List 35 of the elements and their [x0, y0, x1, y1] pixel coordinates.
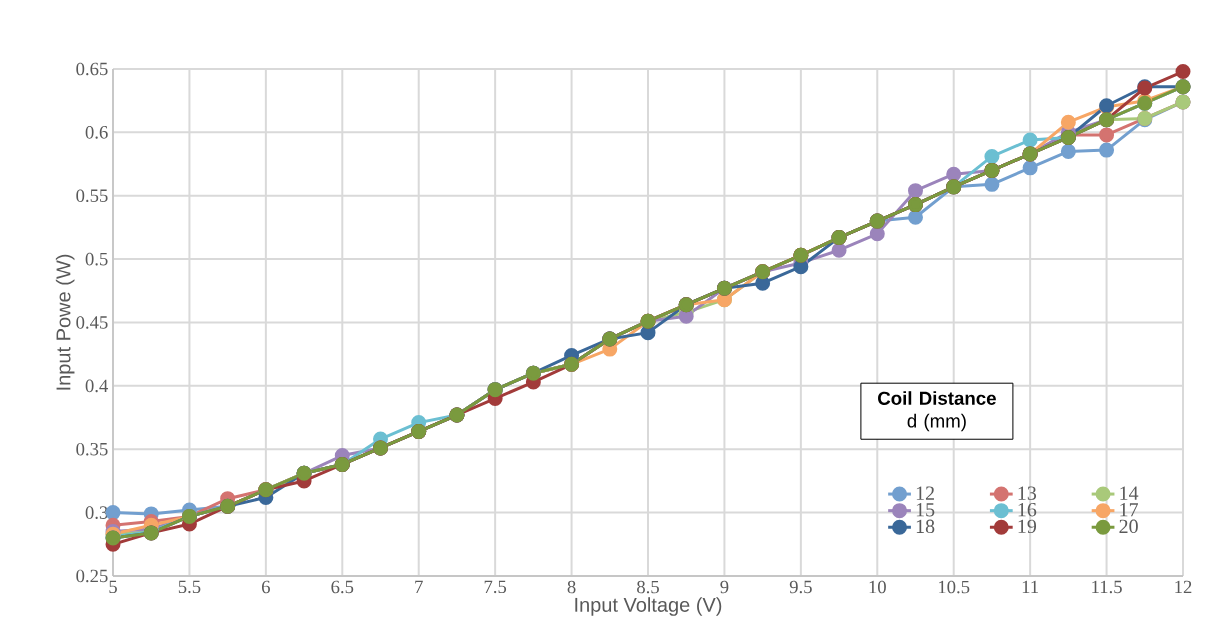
- x-tick-label: 8.5: [637, 580, 659, 594]
- y-tick-label: 0.35: [76, 442, 108, 456]
- x-tick-label: 5: [109, 580, 117, 594]
- legend-label: 16: [1018, 503, 1037, 517]
- legend-label: 18: [916, 519, 935, 534]
- legend-label: 13: [1018, 486, 1037, 500]
- legend-label: 14: [1120, 486, 1139, 500]
- legend-title: Coil Distance d (mm): [878, 391, 996, 432]
- x-tick-label: 12: [1175, 580, 1192, 594]
- x-tick-label: 7.5: [484, 580, 507, 594]
- x-tick-label: 11.5: [1092, 580, 1122, 594]
- x-tick-label: 8: [567, 580, 576, 594]
- legend-label: 12: [916, 486, 934, 500]
- x-tick-label: 10.5: [939, 580, 970, 594]
- x-tick-label: 9.5: [789, 580, 812, 594]
- legend-label: 15: [916, 503, 935, 517]
- x-axis-title: Input Voltage (V): [575, 597, 722, 616]
- x-tick-label: 11: [1022, 580, 1039, 594]
- y-tick-label: 0.65: [76, 62, 108, 76]
- y-tick-label: 0.4: [85, 379, 109, 393]
- y-tick-label: 0.6: [85, 126, 108, 139]
- y-tick-label: 0.45: [76, 316, 108, 329]
- x-tick-label: 9: [720, 580, 729, 594]
- x-tick-label: 6: [261, 580, 270, 594]
- x-tick-label: 5.5: [178, 580, 201, 594]
- x-tick-label: 6.5: [331, 580, 354, 594]
- x-tick-label: 10: [869, 580, 886, 594]
- y-tick-label: 0.25: [76, 569, 108, 583]
- y-axis-title: Input Powe (W): [55, 254, 75, 390]
- legend-label: 19: [1018, 519, 1037, 534]
- legend-label: 17: [1120, 503, 1139, 517]
- y-tick-label: 0.5: [85, 252, 108, 266]
- legend-label: 20: [1119, 519, 1138, 534]
- y-tick-label: 0.55: [76, 189, 108, 203]
- x-tick-label: 7: [415, 580, 423, 593]
